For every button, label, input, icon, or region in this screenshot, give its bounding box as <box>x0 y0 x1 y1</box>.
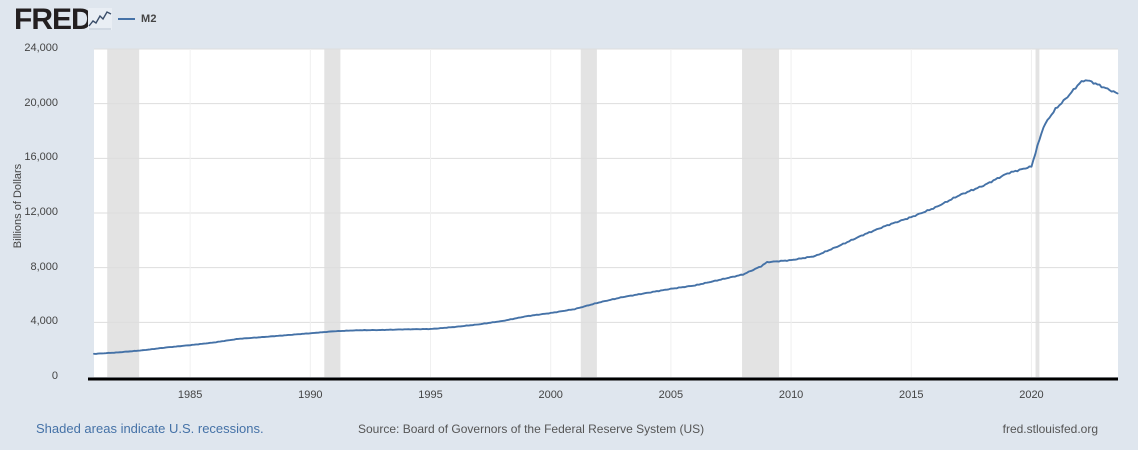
y-tick-label: 24,000 <box>24 42 58 54</box>
y-tick-label: 12,000 <box>24 206 58 218</box>
x-tick-label: 1990 <box>298 389 323 401</box>
x-tick-label: 1995 <box>418 389 443 401</box>
series-line-m2 <box>93 79 1119 355</box>
y-tick-label: 4,000 <box>30 315 58 328</box>
x-tick-label: 2005 <box>658 389 684 401</box>
fred-logo: FRED. <box>14 3 100 36</box>
chart-plot-region: Billions of Dollars 0 4,000 8,000 12,000 16,… <box>0 40 1138 405</box>
site-note: fred.stlouisfed.org <box>1002 422 1098 436</box>
legend-label-m2: M2 <box>141 13 157 25</box>
chart-header: FRED. M2 <box>0 0 1138 40</box>
series-group <box>93 79 1119 355</box>
mini-line-chart-icon <box>88 8 112 30</box>
chart-legend: M2 <box>118 8 157 30</box>
gridlines-group <box>94 48 1118 377</box>
fred-logo-text: FRED <box>14 3 93 36</box>
y-tick-label: 0 <box>51 370 58 382</box>
y-tick-label: 16,000 <box>24 151 58 164</box>
x-tick-label: 2010 <box>778 389 804 401</box>
x-tick-label: 2020 <box>1019 389 1044 401</box>
y-tick-label: 20,000 <box>24 96 58 109</box>
legend-swatch-m2 <box>118 18 135 20</box>
chart-footer: Shaded areas indicate U.S. recessions. S… <box>0 405 1138 450</box>
x-tick-label: 1985 <box>177 389 203 401</box>
line-chart-svg <box>88 48 1119 381</box>
x-tick-label: 2000 <box>538 389 563 401</box>
y-tick-label: 8,000 <box>30 260 58 273</box>
x-tick-label: 2015 <box>899 389 924 401</box>
source-note: Source: Board of Governors of the Federa… <box>358 422 705 436</box>
recession-note-link[interactable]: Shaded areas indicate U.S. recessions. <box>36 421 264 436</box>
